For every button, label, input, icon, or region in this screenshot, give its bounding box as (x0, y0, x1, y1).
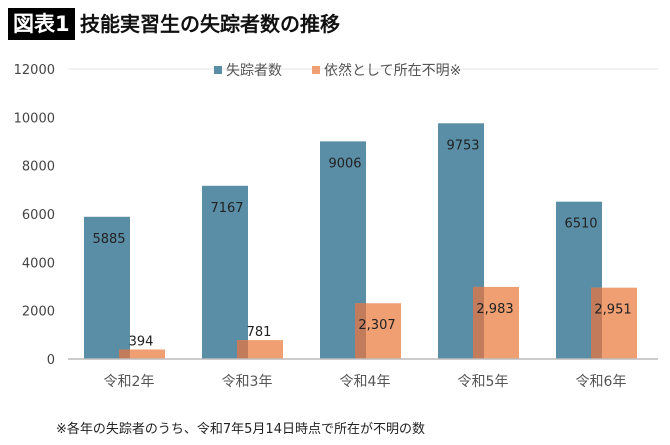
footnote: ※各年の失踪者のうち、令和7年5月14日時点で所在が不明の数 (56, 422, 425, 437)
data-label-missing: 6510 (564, 217, 597, 232)
y-tick-label: 0 (47, 353, 55, 368)
y-tick-label: 4000 (22, 256, 55, 271)
x-tick-label: 令和4年 (340, 374, 391, 390)
data-label-still-unknown: 2,307 (358, 318, 395, 333)
y-tick-label: 12000 (14, 63, 55, 78)
legend-swatch (214, 66, 222, 74)
bar-overlap (591, 287, 602, 359)
data-label-missing: 9006 (328, 156, 361, 171)
bar-missing (84, 216, 130, 359)
bar-overlap (355, 303, 366, 359)
x-tick-label: 令和5年 (458, 374, 509, 390)
legend-label: 失踪者数 (226, 63, 282, 79)
x-tick-label: 令和6年 (576, 374, 627, 390)
data-label-still-unknown: 2,951 (594, 303, 631, 318)
y-tick-label: 6000 (22, 208, 55, 223)
data-label-still-unknown: 781 (247, 325, 272, 340)
data-label-still-unknown: 394 (129, 334, 154, 349)
bar-still-unknown (237, 340, 283, 359)
data-label-missing: 5885 (92, 232, 125, 247)
chart-title: 技能実習生の失踪者数の推移 (80, 12, 340, 36)
data-label-missing: 9753 (446, 138, 479, 153)
x-tick-label: 令和2年 (104, 374, 155, 390)
bar-overlap (473, 286, 484, 359)
figure-badge: 図表1 (8, 8, 75, 40)
data-label-still-unknown: 2,983 (476, 302, 513, 317)
bar-missing (202, 185, 248, 359)
legend-swatch (312, 66, 320, 74)
y-tick-label: 8000 (22, 160, 55, 175)
legend-label: 依然として所在不明※ (324, 62, 461, 79)
x-tick-label: 令和3年 (222, 374, 273, 390)
bar-overlap (237, 340, 248, 359)
data-label-missing: 7167 (210, 201, 243, 216)
y-tick-label: 10000 (14, 111, 55, 126)
y-tick-label: 2000 (22, 305, 55, 320)
bar-still-unknown (119, 349, 165, 359)
bar-overlap (119, 349, 130, 359)
